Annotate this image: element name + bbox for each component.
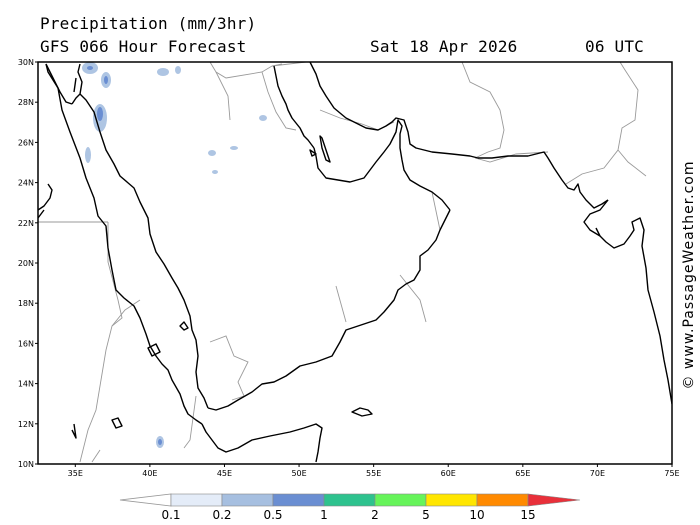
legend-label: 5 [422,508,430,522]
coastline-bahrain [309,149,317,157]
precip-patch [175,66,181,74]
forecast-date: Sat 18 Apr 2026 [370,37,518,56]
map-background [38,62,672,464]
border-line [474,151,549,163]
border-line [461,62,505,159]
precip-patch-heavy [97,107,103,121]
legend-swatch [170,493,223,507]
precip-patch [259,115,267,121]
coastline-yemen-south [207,209,451,411]
lon-label: 60E [441,469,456,478]
legend-swatch [323,493,376,507]
border-line [431,191,441,231]
legend-swatch [221,493,274,507]
legend-label: 1 [320,508,328,522]
legend-swatch [476,493,529,507]
legend-label: 0.2 [212,508,231,522]
coastline-red-sea-west [45,63,203,425]
coastlines [38,62,672,463]
lon-label: 40E [142,469,157,478]
coastline-india-gujarat [595,227,601,237]
watermark: © www.PassageWeather.com [679,150,699,400]
lat-label: 26N [18,138,34,147]
forecast-subtitle: GFS 066 Hour Forecast [40,37,247,56]
legend-label: 15 [520,508,535,522]
precip-patch [212,170,218,174]
coastline-dahlak [147,343,161,357]
lat-label: 18N [18,299,34,308]
legend-label: 10 [469,508,484,522]
forecast-time: 06 UTC [585,37,644,56]
coastline-island [179,321,189,331]
precip-patch [208,150,216,156]
coastline-gulf-west [273,65,315,149]
border-line [91,449,101,463]
legend-swatch [272,493,325,507]
lon-label: 55E [366,469,381,478]
coastline-red-sea-east [79,93,209,409]
country-borders [38,62,647,463]
legend-label: 2 [371,508,379,522]
lon-label: 35E [68,469,83,478]
coastline-gulf-suez [45,63,73,105]
precipitation-legend: 0.1 0.2 0.5 1 2 5 10 15 [119,493,581,522]
lat-label: 14N [18,380,34,389]
lat-label: 16N [18,339,34,348]
border-line [565,62,639,185]
border-line [79,222,123,463]
coastline-iran-south [309,62,479,159]
lat-label: 24N [18,179,34,188]
lat-label: 28N [18,98,34,107]
border-line [261,71,297,131]
legend-label: 0.1 [161,508,180,522]
border-line [111,299,141,327]
chart-title: Precipitation (mm/3hr) [40,14,257,33]
precip-patch [85,147,91,163]
coastline-island [71,423,77,439]
lon-label: 50E [291,469,306,478]
lat-label: 20N [18,259,34,268]
legend-overflow [527,493,581,507]
lat-label: 22N [18,219,34,228]
coastline-india-west [583,199,672,405]
lat-label: 10N [18,460,34,469]
border-line [215,71,231,121]
latitude-ticks: 30N 28N 26N 24N 22N 20N 18N 16N 14N 12N 10N [18,58,38,469]
coastline-africa-northwest [38,183,53,219]
coastline-qatar [319,135,331,163]
coastline-sinai-aqaba [71,63,83,105]
coastline-island [111,417,123,429]
precip-patch-heavy [104,76,108,84]
lon-label: 70E [590,469,605,478]
border-line [183,395,197,449]
precip-patch-heavy [158,439,162,445]
lon-label: 75E [664,469,679,478]
legend-swatch [425,493,478,507]
coastline-socotra [351,407,373,417]
lon-label: 65E [515,469,530,478]
lon-label: 45E [217,469,232,478]
precip-patch-heavy [87,66,93,70]
lat-label: 12N [18,420,34,429]
precip-patch [230,146,238,150]
coastline-oman-north [313,119,451,211]
legend-label: 0.5 [263,508,282,522]
border-line [617,149,647,177]
coastline-horn-africa [201,423,323,463]
coastline-makran [478,151,609,209]
legend-underflow [119,493,172,507]
watermark-text: © www.PassageWeather.com [681,160,697,390]
lat-label: 30N [18,58,34,67]
precip-patch [157,68,169,76]
longitude-ticks: 35E 40E 45E 50E 55E 60E 65E 70E 75E [68,464,680,478]
legend-swatch [374,493,427,507]
border-line [335,285,347,323]
